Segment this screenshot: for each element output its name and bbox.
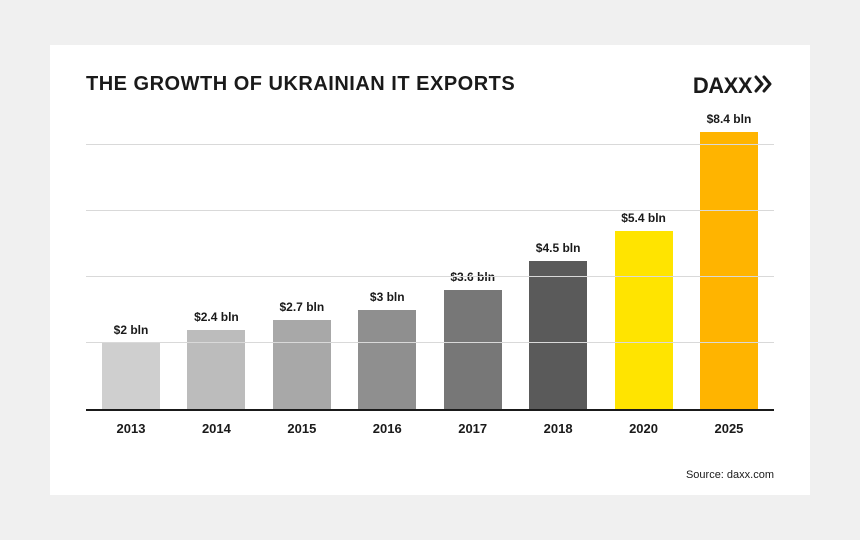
bar: [358, 310, 416, 409]
gridline: [86, 210, 774, 211]
bar: [615, 231, 673, 409]
x-axis-label: 2020: [609, 421, 679, 436]
brand-logo-icon: [754, 75, 774, 98]
bar-value-label: $4.5 bln: [536, 241, 581, 255]
source-attribution: Source: daxx.com: [686, 469, 774, 481]
bar-value-label: $8.4 bln: [707, 112, 752, 126]
x-axis-label: 2018: [523, 421, 593, 436]
x-axis-label: 2017: [438, 421, 508, 436]
bar-slot: $3.6 bln: [438, 270, 508, 409]
bar-value-label: $2 bln: [114, 323, 149, 337]
bar-value-label: $3.6 bln: [450, 270, 495, 284]
bar-slot: $3 bln: [352, 290, 422, 409]
header: THE GROWTH OF UKRAINIAN IT EXPORTS DAXX: [86, 73, 774, 99]
brand-logo-text: DAXX: [693, 73, 752, 99]
bar: [444, 290, 502, 409]
chart-area: $2 bln $2.4 bln $2.7 bln $3 bln $3.6 bln $4.5…: [86, 121, 774, 441]
bar-slot: $4.5 bln: [523, 241, 593, 409]
bar-value-label: $2.7 bln: [280, 300, 325, 314]
gridline: [86, 276, 774, 277]
x-axis-label: 2013: [96, 421, 166, 436]
bar-slot: $8.4 bln: [694, 112, 764, 409]
x-axis-label: 2025: [694, 421, 764, 436]
bar-slot: $2.7 bln: [267, 300, 337, 409]
bar-value-label: $5.4 bln: [621, 211, 666, 225]
gridline: [86, 144, 774, 145]
bar-slot: $5.4 bln: [609, 211, 679, 409]
x-axis: 2013 2014 2015 2016 2017 2018 2020 2025: [86, 421, 774, 436]
plot-region: $2 bln $2.4 bln $2.7 bln $3 bln $3.6 bln $4.5…: [86, 121, 774, 411]
chart-title: THE GROWTH OF UKRAINIAN IT EXPORTS: [86, 73, 515, 96]
bar: [273, 320, 331, 409]
chart-card: THE GROWTH OF UKRAINIAN IT EXPORTS DAXX …: [50, 45, 810, 495]
x-axis-label: 2016: [352, 421, 422, 436]
bars-container: $2 bln $2.4 bln $2.7 bln $3 bln $3.6 bln $4.5…: [86, 121, 774, 409]
brand-logo: DAXX: [693, 73, 774, 99]
x-axis-label: 2015: [267, 421, 337, 436]
bar-value-label: $3 bln: [370, 290, 405, 304]
bar-value-label: $2.4 bln: [194, 310, 239, 324]
x-axis-label: 2014: [181, 421, 251, 436]
bar-slot: $2.4 bln: [181, 310, 251, 409]
bar: [700, 132, 758, 409]
gridline: [86, 342, 774, 343]
bar: [529, 261, 587, 409]
bar: [102, 343, 160, 409]
bar-slot: $2 bln: [96, 323, 166, 409]
